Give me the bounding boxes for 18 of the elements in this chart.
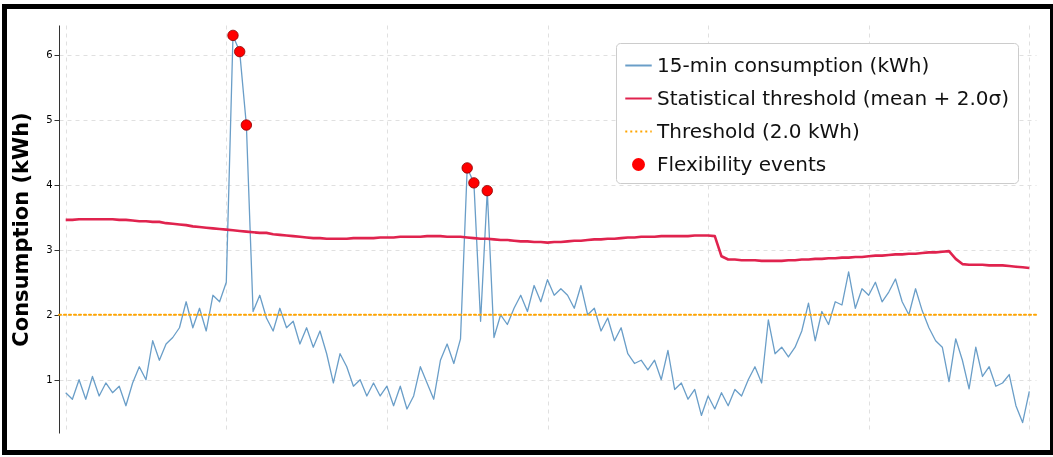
legend-label: 15-min consumption (kWh) — [657, 52, 930, 77]
y-tick-label: 6 — [46, 49, 53, 61]
point — [240, 119, 253, 131]
point — [234, 46, 246, 58]
point — [461, 162, 473, 174]
y-tick-label: 5 — [46, 114, 53, 126]
point — [468, 177, 480, 189]
y-tick-label: 4 — [46, 179, 53, 191]
legend-label: Statistical threshold (mean + 2.0σ) — [657, 85, 1010, 110]
y-tick-label: 3 — [46, 244, 53, 256]
point — [227, 29, 239, 42]
point — [481, 185, 493, 197]
y-tick-label: 1 — [46, 374, 53, 386]
y-axis-title: Consumption (kWh) — [9, 112, 34, 347]
y-tick-label: 2 — [46, 309, 53, 321]
legend-label: Threshold (2.0 kWh) — [656, 118, 860, 143]
line-series — [64, 217, 1031, 270]
legend-label: Flexibility events — [657, 151, 827, 176]
